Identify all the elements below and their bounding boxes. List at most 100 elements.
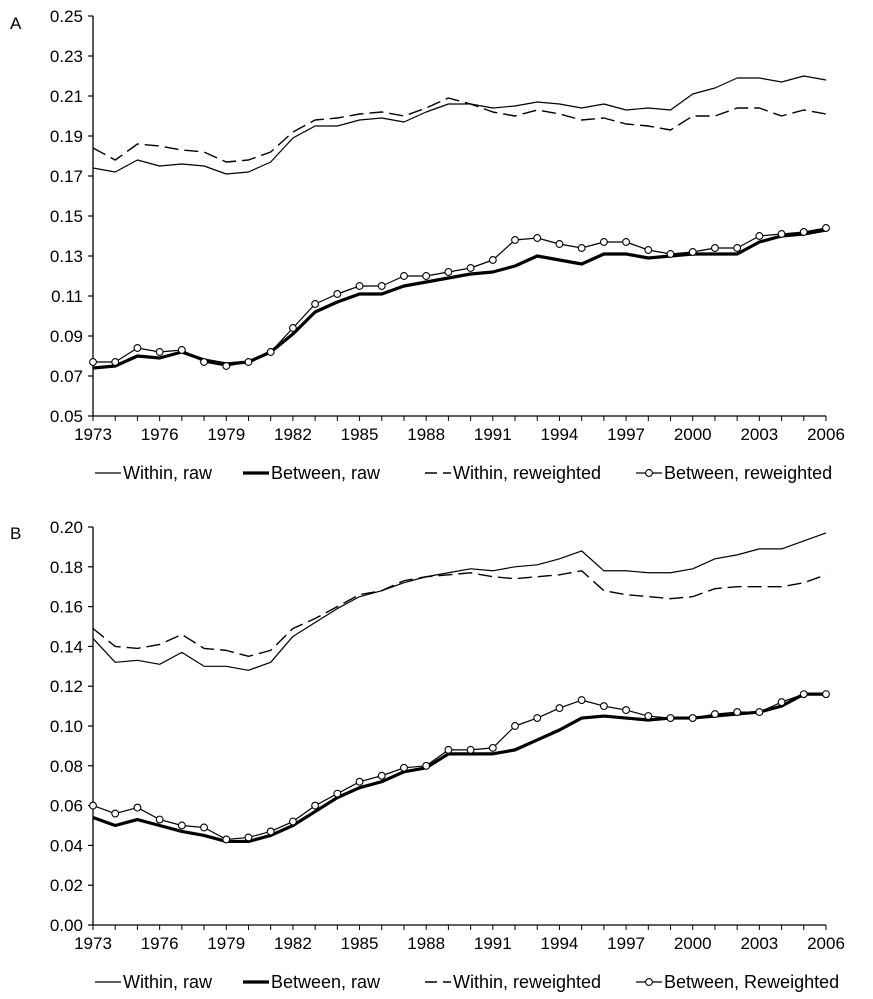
legend: Within, raw Between, raw Within, reweighte… bbox=[95, 463, 832, 483]
chart-panel-a: A 0.05 0.07 0.09 0.11 0.13 0.15 0.17 0.19 0.21 0.2… bbox=[10, 7, 845, 483]
x-tick-label: 1991 bbox=[474, 934, 512, 953]
data-point bbox=[733, 708, 742, 717]
series-line-4 bbox=[92, 693, 826, 841]
data-point bbox=[644, 246, 653, 254]
legend-label: Within, reweighted bbox=[453, 972, 601, 992]
x-tick-label: 1988 bbox=[407, 425, 445, 444]
x-tick-label: 1994 bbox=[541, 425, 579, 444]
legend-label: Within, reweighted bbox=[453, 463, 601, 483]
data-point bbox=[599, 702, 608, 711]
x-tick-label: 2000 bbox=[674, 425, 712, 444]
data-point bbox=[200, 358, 209, 366]
data-point bbox=[355, 777, 364, 786]
data-point bbox=[688, 248, 697, 256]
data-point bbox=[311, 300, 320, 308]
legend-label: Between, raw bbox=[271, 463, 381, 483]
y-tick-label: 0.11 bbox=[51, 287, 83, 306]
data-point bbox=[799, 228, 808, 236]
x-tick-label: 1991 bbox=[474, 425, 512, 444]
data-point bbox=[377, 771, 386, 780]
x-tick-label: 1985 bbox=[341, 425, 379, 444]
x-tick-label: 1973 bbox=[74, 934, 112, 953]
data-point bbox=[377, 282, 386, 290]
series-line-3 bbox=[92, 570, 827, 658]
data-point bbox=[444, 268, 453, 276]
x-tick-label: 1979 bbox=[207, 934, 245, 953]
x-tick-label: 2006 bbox=[807, 425, 845, 444]
y-tick-label: 0.19 bbox=[50, 127, 83, 146]
y-tick-label: 0.05 bbox=[50, 407, 83, 426]
y-tick-label: 0.04 bbox=[50, 836, 83, 855]
legend-marker bbox=[645, 469, 653, 477]
data-point bbox=[822, 224, 830, 232]
series-line-2 bbox=[92, 692, 826, 844]
data-point bbox=[622, 706, 631, 715]
legend-label: Between, reweighted bbox=[664, 463, 832, 483]
data-point bbox=[777, 698, 786, 707]
data-point bbox=[266, 827, 275, 836]
x-tick-label: 1997 bbox=[607, 934, 645, 953]
panel-label: A bbox=[10, 14, 22, 33]
data-point bbox=[177, 821, 186, 830]
data-point bbox=[666, 714, 675, 722]
y-tick-label: 0.18 bbox=[50, 558, 83, 577]
data-point bbox=[799, 690, 808, 699]
data-point bbox=[133, 344, 142, 352]
x-tick-label: 1976 bbox=[141, 934, 179, 953]
legend-marker bbox=[645, 978, 653, 986]
data-point bbox=[155, 348, 164, 356]
data-point bbox=[222, 835, 231, 844]
y-tick-label: 0.02 bbox=[50, 876, 83, 895]
data-point bbox=[555, 704, 564, 713]
legend: Within, raw Between, raw Within, reweighte… bbox=[95, 972, 839, 992]
data-point bbox=[488, 743, 497, 752]
data-point bbox=[200, 823, 209, 832]
x-tick-label: 2003 bbox=[740, 425, 778, 444]
y-tick-label: 0.10 bbox=[50, 717, 83, 736]
data-point bbox=[733, 244, 742, 252]
data-point bbox=[111, 809, 120, 818]
y-tick-label: 0.00 bbox=[50, 916, 83, 935]
data-point bbox=[755, 232, 764, 240]
x-tick-label: 1976 bbox=[141, 425, 179, 444]
data-point bbox=[155, 815, 164, 824]
data-point bbox=[89, 801, 97, 810]
data-point bbox=[511, 236, 519, 244]
data-point bbox=[533, 714, 542, 722]
legend-label: Between, raw bbox=[271, 972, 381, 992]
data-point bbox=[89, 358, 97, 366]
x-tick-label: 1985 bbox=[341, 934, 379, 953]
y-tick-label: 0.06 bbox=[50, 797, 83, 816]
y-tick-label: 0.23 bbox=[50, 47, 83, 66]
data-point bbox=[622, 238, 631, 246]
y-tick-label: 0.16 bbox=[50, 598, 83, 617]
x-tick-label: 2000 bbox=[674, 934, 712, 953]
data-point bbox=[533, 234, 542, 242]
legend-label: Between, Reweighted bbox=[664, 972, 839, 992]
y-tick-label: 0.14 bbox=[50, 637, 83, 656]
data-point bbox=[133, 803, 142, 812]
data-point bbox=[577, 696, 586, 705]
x-tick-label: 1988 bbox=[407, 934, 445, 953]
legend-label: Within, raw bbox=[123, 463, 213, 483]
series-line-4 bbox=[93, 227, 827, 367]
y-tick-label: 0.21 bbox=[50, 87, 83, 106]
data-point bbox=[422, 761, 431, 770]
data-point bbox=[244, 833, 253, 842]
y-tick-label: 0.17 bbox=[50, 167, 83, 186]
panel-label: B bbox=[10, 524, 21, 543]
x-tick-label: 1994 bbox=[541, 934, 579, 953]
y-tick-label: 0.07 bbox=[50, 367, 83, 386]
data-point bbox=[822, 690, 830, 699]
data-point bbox=[466, 264, 475, 272]
data-point bbox=[288, 817, 297, 826]
data-point bbox=[577, 244, 586, 252]
y-tick-label: 0.15 bbox=[50, 207, 83, 226]
data-point bbox=[400, 272, 408, 280]
data-point bbox=[266, 348, 275, 356]
data-point bbox=[666, 250, 675, 258]
data-point bbox=[488, 256, 497, 264]
x-tick-label: 1982 bbox=[274, 934, 312, 953]
data-point bbox=[111, 358, 120, 366]
series-line-3 bbox=[92, 97, 827, 163]
